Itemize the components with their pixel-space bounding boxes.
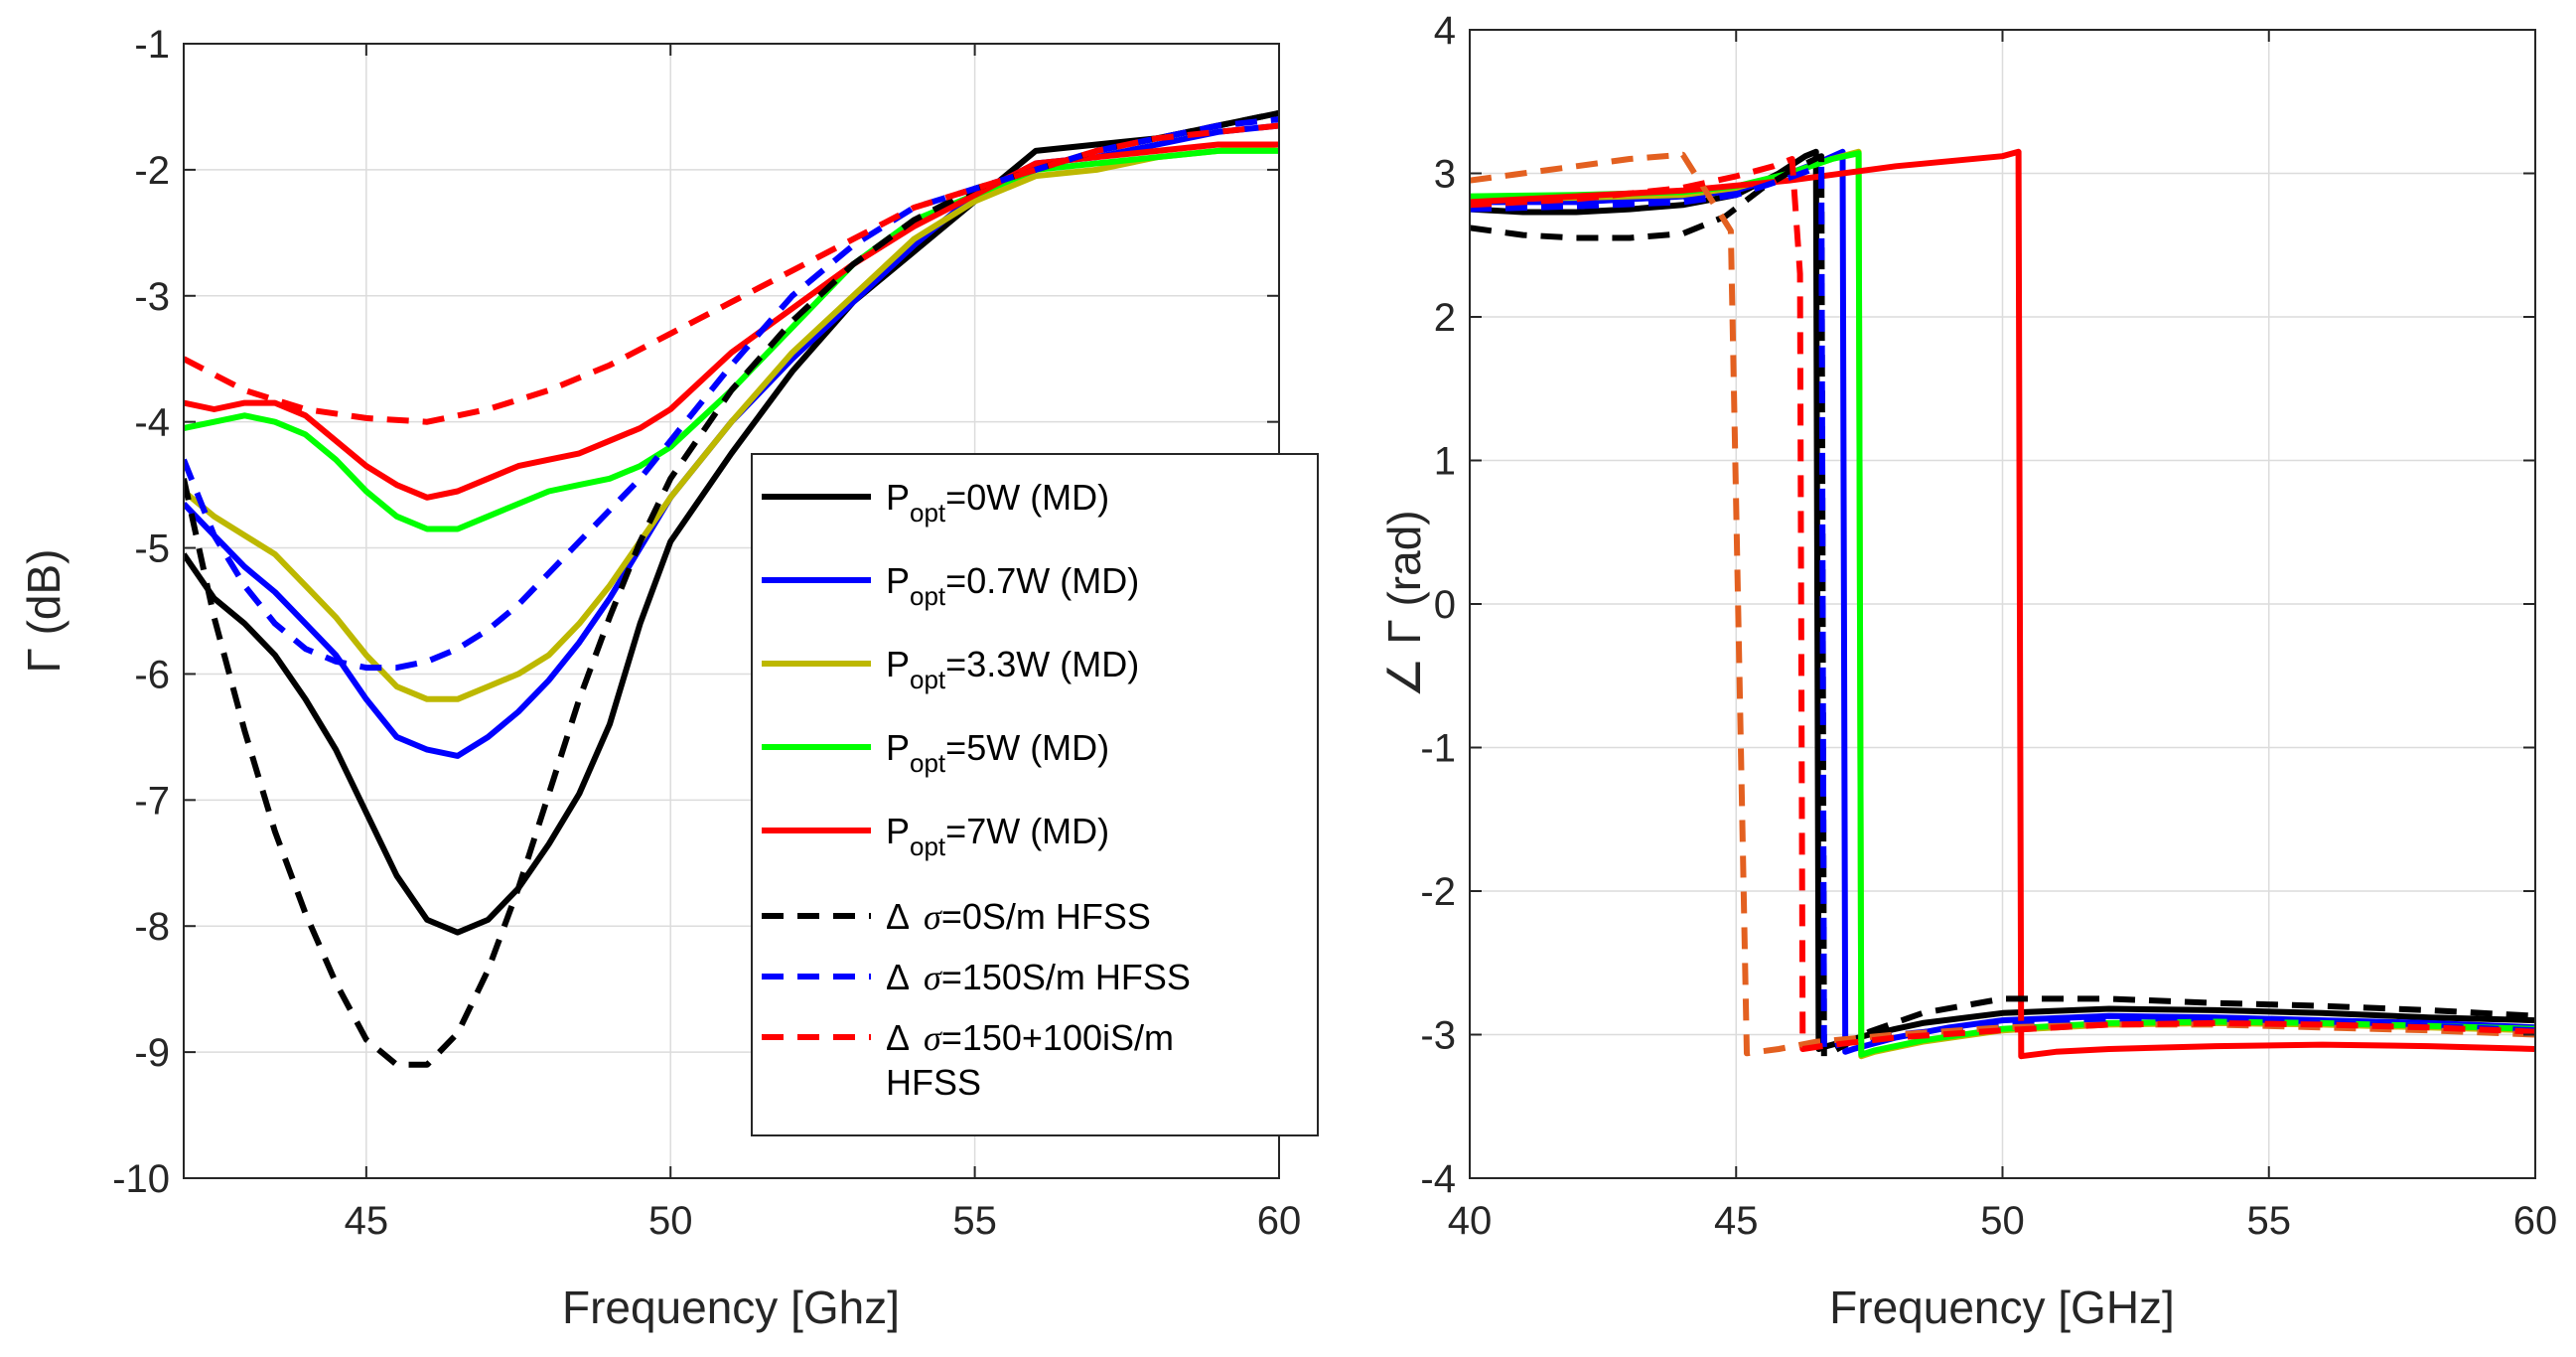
left-x-tick-label: 60 xyxy=(1257,1199,1302,1243)
legend-label: Popt=7W (MD) xyxy=(886,811,1109,861)
legend-label-part: P xyxy=(886,560,910,601)
right-y-tick-label: 3 xyxy=(1434,153,1456,197)
left-x-tick-label: 55 xyxy=(952,1199,997,1243)
left-y-tick-label: -6 xyxy=(134,653,170,696)
legend-label-part: P xyxy=(886,811,910,851)
legend-label-part: Δ xyxy=(886,896,910,937)
legend-label-part: σ xyxy=(924,958,942,997)
left-y-tick-label: -7 xyxy=(134,779,170,823)
right-y-tick-label: -3 xyxy=(1420,1014,1456,1058)
legend-label-part: σ xyxy=(924,1018,942,1058)
left-y-tick-label: -10 xyxy=(112,1157,170,1201)
legend-label-sub: opt xyxy=(910,498,946,528)
right-x-tick-label: 45 xyxy=(1714,1199,1759,1243)
legend-label-part: =5W (MD) xyxy=(945,727,1109,768)
legend-label: Popt=0W (MD) xyxy=(886,477,1109,528)
left-ticks: 45 50 55 60 -10 -9 -8 -7 -6 -5 -4 -3 -2 -1 xyxy=(112,23,1301,1243)
legend-box xyxy=(751,453,1319,1136)
left-x-axis-label: Frequency [Ghz] xyxy=(562,1282,900,1333)
right-x-tick-label: 60 xyxy=(2513,1199,2558,1243)
legend-items: Popt=0W (MD)Popt=0.7W (MD)Popt=3.3W (MD)… xyxy=(762,477,1191,1103)
left-series-line-7 xyxy=(184,122,1279,425)
left-series-line-2 xyxy=(184,141,1279,702)
right-y-tick-label: 2 xyxy=(1434,296,1456,340)
right-y-tick-label: -2 xyxy=(1420,870,1456,914)
legend-label-part: σ xyxy=(924,897,942,937)
legend-label-sub: opt xyxy=(910,581,946,611)
legend: Popt=0W (MD)Popt=0.7W (MD)Popt=3.3W (MD)… xyxy=(751,453,1319,1136)
right-y-tick-label: 1 xyxy=(1434,440,1456,484)
legend-label: Popt=3.3W (MD) xyxy=(886,644,1139,694)
right-y-tick-label: -4 xyxy=(1420,1157,1456,1201)
left-x-tick-label: 50 xyxy=(648,1199,693,1243)
right-series-line-4 xyxy=(1470,148,2535,1060)
legend-label-part: P xyxy=(886,727,910,768)
legend-label: Popt=5W (MD) xyxy=(886,727,1109,778)
legend-label-part: =7W (MD) xyxy=(945,811,1109,851)
legend-label-part: =0.7W (MD) xyxy=(945,560,1139,601)
left-y-tick-label: -9 xyxy=(134,1031,170,1075)
right-y-tick-label: 0 xyxy=(1434,583,1456,627)
legend-label-sub: opt xyxy=(910,748,946,778)
right-series-lines xyxy=(1470,148,2535,1060)
left-series-line-6 xyxy=(184,116,1279,672)
legend-label-part: Δ xyxy=(886,1017,910,1058)
legend-label-part: =0S/m HFSS xyxy=(941,896,1151,937)
left-y-tick-label: -8 xyxy=(134,905,170,949)
legend-label-part: =150S/m HFSS xyxy=(941,957,1191,997)
left-y-tick-label: -5 xyxy=(134,528,170,571)
left-y-axis-label: Γ (dB) xyxy=(18,548,70,673)
right-x-tick-label: 55 xyxy=(2247,1199,2292,1243)
legend-label-line2: HFSS xyxy=(886,1062,981,1103)
legend-label-sub: opt xyxy=(910,665,946,694)
left-y-tick-label: -1 xyxy=(134,23,170,67)
right-y-tick-label: 4 xyxy=(1434,9,1456,53)
right-ticks: 40 45 50 55 60 -4 -3 -2 -1 0 1 2 3 4 xyxy=(1420,9,2557,1243)
left-y-tick-label: -2 xyxy=(134,149,170,193)
right-series-line-8 xyxy=(1470,156,2535,1052)
legend-label-sub: opt xyxy=(910,831,946,861)
left-y-tick-label: -3 xyxy=(134,275,170,319)
legend-label-part: P xyxy=(886,477,910,518)
right-x-tick-label: 50 xyxy=(1980,1199,2025,1243)
legend-label-part: P xyxy=(886,644,910,684)
legend-label: Popt=0.7W (MD) xyxy=(886,560,1139,611)
right-y-tick-label: -1 xyxy=(1420,727,1456,771)
right-x-axis-label: Frequency [GHz] xyxy=(1829,1282,2175,1333)
left-x-tick-label: 45 xyxy=(345,1199,389,1243)
right-y-axis-label: ∠ Γ (rad) xyxy=(1378,510,1430,697)
legend-label-part: =0W (MD) xyxy=(945,477,1109,518)
legend-label-part: =3.3W (MD) xyxy=(945,644,1139,684)
left-y-tick-label: -4 xyxy=(134,401,170,445)
left-series-line-0 xyxy=(184,109,1279,936)
left-chart: 45 50 55 60 -10 -9 -8 -7 -6 -5 -4 -3 -2 -1 Frequency … xyxy=(18,23,1319,1333)
right-series-line-5 xyxy=(1470,153,2535,1060)
legend-label-part: =150+100iS/m xyxy=(941,1017,1174,1058)
legend-label-part: Δ xyxy=(886,957,910,997)
right-x-tick-label: 40 xyxy=(1448,1199,1493,1243)
left-series-lines xyxy=(184,109,1279,1068)
